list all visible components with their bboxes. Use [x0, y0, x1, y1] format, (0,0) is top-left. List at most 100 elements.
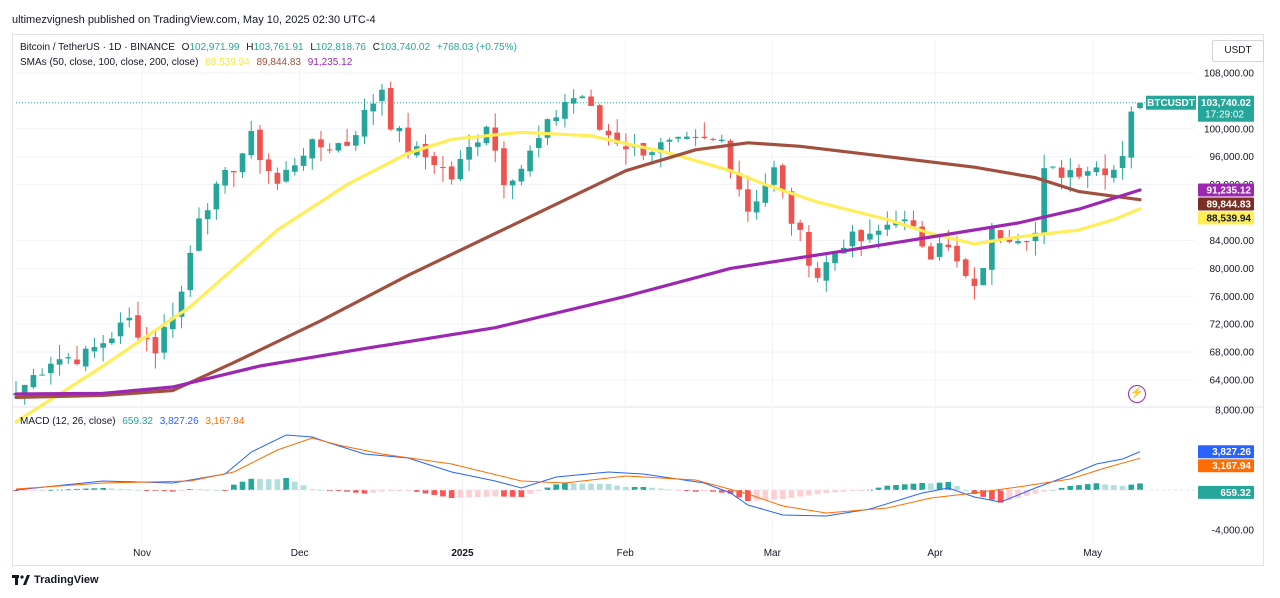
candle-body: [640, 143, 647, 156]
macd-histogram-bar: [318, 489, 324, 491]
candle-body: [1102, 168, 1108, 176]
candle-body: [797, 222, 804, 230]
macd-histogram-bar: [1006, 490, 1013, 501]
candle-body: [117, 322, 124, 337]
candle-body: [971, 278, 978, 287]
macd-histogram-bar: [291, 481, 298, 490]
candle-body: [440, 167, 446, 169]
macd-histogram-bar: [710, 490, 716, 492]
macd-histogram-bar: [901, 484, 908, 490]
candle-body: [1032, 232, 1039, 242]
macd-histogram-bar: [143, 490, 150, 491]
candle-body: [535, 138, 542, 148]
macd-histogram-bar: [570, 483, 577, 490]
macd-histogram-bar: [631, 487, 638, 490]
macd-histogram-bar: [222, 490, 228, 491]
candle-body: [954, 245, 960, 262]
candle-body: [718, 139, 725, 142]
macd-histogram-bar: [1015, 490, 1021, 498]
macd-histogram-bar: [893, 485, 899, 490]
candle-body: [867, 233, 873, 240]
candle-body: [989, 227, 995, 270]
macd-histogram-bar: [527, 490, 533, 494]
publish-info: ultimezvignesh published on TradingView.…: [12, 14, 376, 26]
candle-body: [239, 153, 246, 173]
macd-histogram-bar: [1119, 485, 1126, 490]
macd-histogram-bar: [1111, 485, 1117, 490]
macd-histogram-bar: [919, 483, 926, 490]
candle-body: [875, 230, 882, 235]
macd-histogram-bar: [204, 489, 211, 491]
candle-body: [492, 127, 499, 151]
candle-body: [614, 132, 621, 144]
macd-histogram-bar: [492, 490, 499, 497]
macd-line-value: 3,827.26: [159, 416, 199, 427]
candle-body: [893, 222, 899, 226]
macd-histogram-bar: [474, 490, 481, 498]
macd-histogram-bar: [823, 490, 830, 493]
macd-histogram-bar: [1137, 483, 1143, 490]
candle-body: [945, 244, 952, 248]
candle-body: [814, 268, 821, 278]
candle-body: [832, 253, 838, 264]
macd-histogram-bar: [170, 490, 176, 492]
macd-histogram-bar: [448, 490, 455, 498]
macd-histogram-bar: [239, 481, 246, 490]
macd-histogram-bar: [82, 488, 89, 490]
candle-body: [1067, 170, 1074, 178]
sma-legend[interactable]: SMAs (50, close, 100, close, 200, close)…: [20, 57, 356, 68]
macd-histogram-bar: [562, 483, 568, 490]
candle-body: [196, 218, 202, 251]
sma-label: SMAs (50, close, 100, close, 200, close): [20, 57, 199, 68]
candle-body: [283, 169, 289, 182]
last-price-bg: [1198, 95, 1254, 122]
macd-histogram-bar: [335, 490, 342, 491]
macd-histogram-bar: [352, 490, 359, 493]
candle-body: [623, 146, 629, 150]
candle-body: [684, 136, 690, 139]
macd-histogram-bar: [65, 489, 72, 491]
candle-body: [928, 246, 934, 260]
candle-body: [1084, 171, 1091, 176]
macd-histogram-bar: [884, 485, 891, 490]
macd-histogram-bar: [753, 490, 760, 501]
chart-frame: [12, 34, 1264, 566]
candle-body: [727, 140, 734, 173]
candle-body: [527, 150, 533, 172]
candle-body: [1093, 167, 1100, 173]
macd-histogram-bar: [265, 479, 272, 490]
sma200-price-tag-text: 91,235.12: [1207, 185, 1252, 196]
ohlc-high-label: H: [246, 42, 254, 53]
sma100-price-tag: 89,844.83: [1198, 197, 1254, 211]
macd-histogram-bar: [814, 490, 821, 495]
macd-histogram-bar: [1084, 484, 1091, 490]
lightning-icon[interactable]: ⚡: [1128, 385, 1146, 403]
macd-histogram-bar: [936, 482, 943, 490]
macd-histogram-bar: [100, 488, 106, 490]
time-tick-label: Dec: [291, 548, 309, 559]
candle-body: [710, 138, 716, 140]
ohlc-high: 103,761.91: [253, 42, 304, 53]
price-tick-label: 80,000.00: [1210, 264, 1255, 275]
candle-body: [361, 109, 368, 137]
price-tick-label: 96,000.00: [1210, 152, 1255, 163]
macd-histogram-bar: [1076, 485, 1082, 490]
sma100-price-tag-text: 89,844.83: [1207, 199, 1252, 210]
footer-brand: TradingView: [34, 574, 99, 586]
macd-value-tag: 3,827.26: [1198, 445, 1254, 459]
macd-histogram-bar: [971, 490, 978, 494]
candle-body: [474, 142, 481, 147]
macd-legend[interactable]: MACD (12, 26, close) 659.32 3,827.26 3,1…: [20, 416, 248, 427]
candle-body: [980, 268, 986, 286]
currency-selector[interactable]: USDT: [1212, 40, 1264, 62]
candle-body: [788, 191, 795, 224]
candle-body: [65, 357, 72, 359]
macd-histogram-bar: [91, 488, 98, 490]
macd-histogram-bar: [771, 490, 777, 500]
macd-histogram-bar: [501, 490, 507, 497]
macd-histogram-bar: [413, 490, 420, 492]
macd-histogram-bar: [954, 486, 960, 490]
macd-histogram-bar: [997, 490, 1004, 503]
